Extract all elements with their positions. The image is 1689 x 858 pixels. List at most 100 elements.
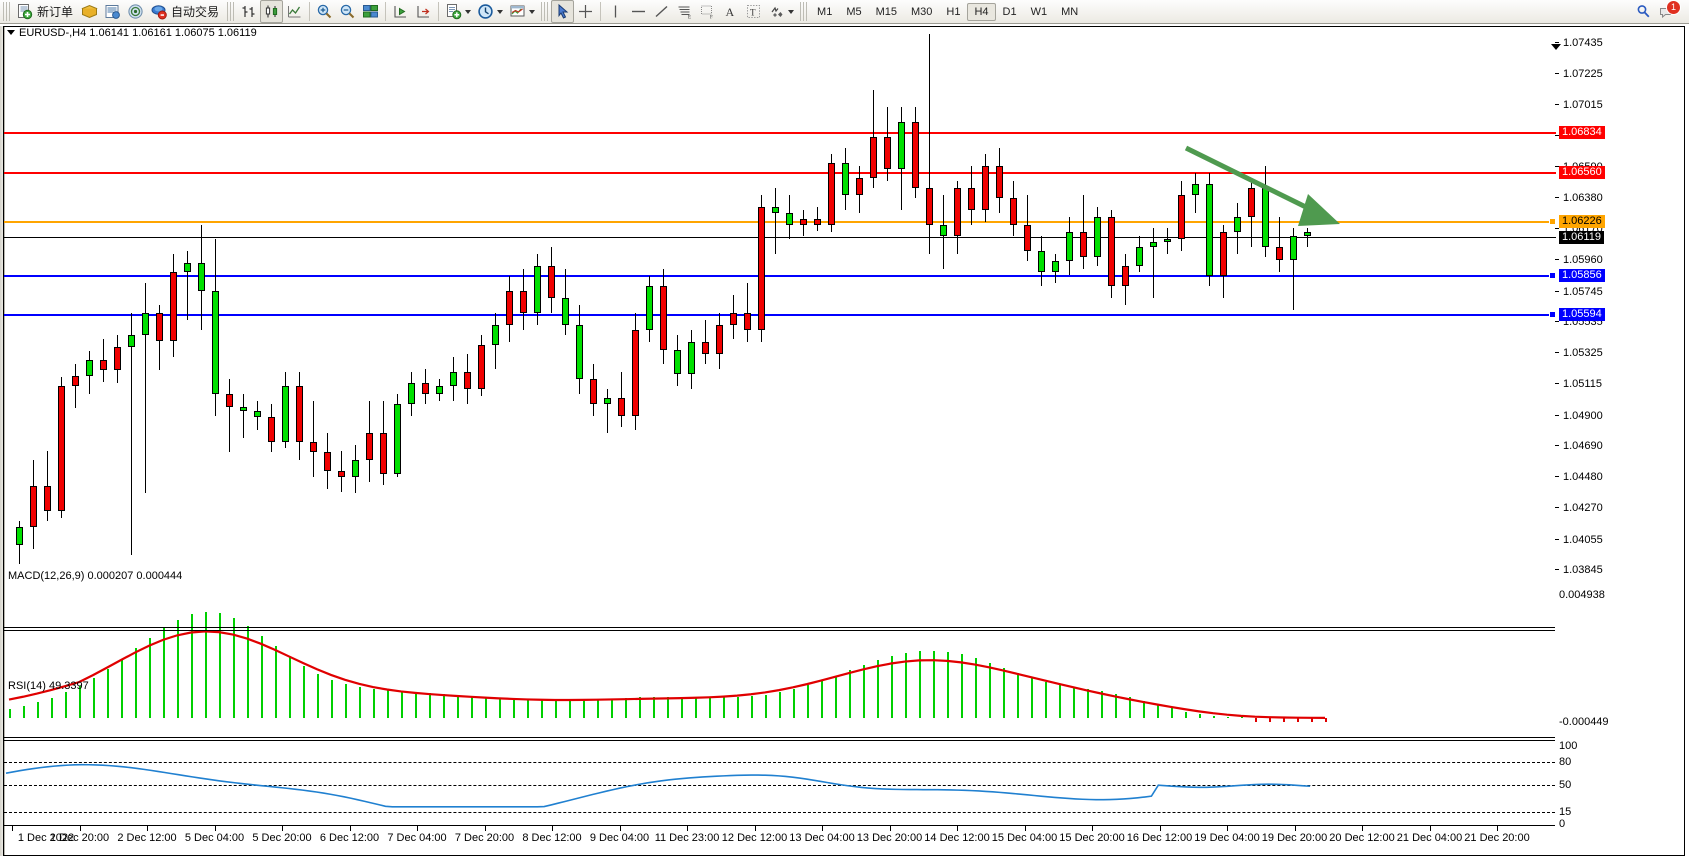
cursor-button[interactable]	[551, 0, 575, 23]
templates-button[interactable]	[506, 0, 538, 23]
symbol-dropdown-icon[interactable]	[7, 30, 15, 35]
level-line-resistance-1[interactable]	[4, 131, 1556, 134]
candle-body	[926, 188, 933, 225]
envelope-icon	[81, 4, 98, 19]
level-tag-resistance-2: 1.06560	[1559, 165, 1605, 179]
price-tick: 1.05115	[1555, 378, 1689, 390]
time-axis[interactable]: 1 Dec 2022 1 Dec 20:00 2 Dec 12:00 5 Dec 04…	[4, 826, 1555, 856]
candle-body	[464, 371, 471, 390]
text-label-button[interactable]: A	[719, 0, 742, 23]
macd-histogram-bar	[429, 692, 431, 718]
level-handle-support-1[interactable]	[1549, 272, 1556, 280]
timeframe-m5[interactable]: M5	[846, 5, 862, 18]
level-line-current-price[interactable]	[4, 236, 1556, 238]
horizontal-line-button[interactable]	[627, 0, 650, 23]
level-handle-entry-line[interactable]	[1549, 217, 1556, 225]
chevron-down-icon[interactable]	[529, 9, 536, 14]
crosshair-button[interactable]	[574, 0, 597, 23]
level-line-support-2[interactable]	[4, 313, 1556, 316]
timeframe-h1[interactable]: H1	[946, 5, 961, 18]
macd-title: MACD(12,26,9) 0.000207 0.000444	[8, 570, 183, 582]
macd-histogram-bar	[709, 697, 711, 718]
macd-histogram-bar	[653, 696, 655, 718]
fibonacci-icon: E	[678, 6, 691, 20]
time-tick	[822, 826, 823, 831]
macd-histogram-bar	[485, 696, 487, 718]
toolbar-grip[interactable]	[3, 2, 10, 21]
candle-body	[1206, 183, 1213, 277]
candle-body	[968, 188, 975, 211]
toolbar-grip-4[interactable]	[800, 2, 808, 21]
alerts-button[interactable]: 1	[1655, 0, 1683, 23]
chart-shift-button[interactable]	[412, 0, 435, 23]
zoom-in-button[interactable]	[313, 0, 336, 23]
timeframe-m1[interactable]: M1	[817, 5, 833, 18]
candlestick-chart-button[interactable]	[260, 0, 284, 23]
shapes-icon	[771, 6, 783, 17]
news-button[interactable]	[101, 0, 124, 23]
candle-body	[44, 486, 51, 511]
level-tag-support-1: 1.05856	[1559, 269, 1605, 283]
main-toolbar: 新订单 自动交易	[0, 0, 1689, 24]
trend-line-button[interactable]	[650, 0, 673, 23]
toolbar-grip-2[interactable]	[227, 2, 235, 21]
signals-button[interactable]	[124, 0, 147, 23]
macd-histogram-bar	[233, 618, 235, 718]
trend-line-icon	[655, 5, 668, 18]
toolbar-grip-3[interactable]	[541, 2, 549, 21]
chevron-down-icon[interactable]	[465, 9, 472, 14]
time-axis-label: 5 Dec 20:00	[252, 832, 312, 844]
candle-body	[436, 386, 443, 394]
candle-body	[1192, 183, 1199, 196]
indicators-button[interactable]	[442, 0, 474, 23]
chevron-down-icon[interactable]	[497, 9, 504, 14]
timeframe-m15[interactable]: M15	[875, 5, 897, 18]
time-tick	[957, 826, 958, 831]
candle-body	[1024, 224, 1031, 252]
fibonacci-button[interactable]: E	[673, 0, 696, 23]
zoom-out-button[interactable]	[336, 0, 359, 23]
macd-pane-divider-top2	[4, 630, 1555, 631]
chevron-down-icon[interactable]	[788, 9, 795, 14]
shapes-button[interactable]	[765, 0, 797, 23]
channel-button[interactable]: F	[696, 0, 719, 23]
level-handle-support-2[interactable]	[1549, 310, 1556, 318]
timeframe-d1[interactable]: D1	[1002, 5, 1017, 18]
timeframe-h4[interactable]: H4	[967, 2, 996, 21]
macd-histogram-bar	[1073, 687, 1075, 718]
chart-scroll-column[interactable]	[0, 26, 5, 856]
timeframe-w1[interactable]: W1	[1030, 5, 1048, 18]
candle-wick	[817, 207, 818, 231]
vertical-line-button[interactable]	[604, 0, 627, 23]
candle-body	[660, 286, 667, 350]
time-axis-label: 1 Dec 2022	[17, 832, 75, 844]
auto-trading-button[interactable]: 自动交易	[147, 0, 224, 23]
period-button[interactable]	[474, 0, 506, 23]
macd-histogram-bar	[723, 697, 725, 718]
candle-body	[940, 224, 947, 237]
new-order-button[interactable]: 新订单	[13, 0, 78, 23]
price-tick: 1.07015	[1555, 99, 1689, 111]
bar-chart-button[interactable]	[237, 0, 260, 23]
macd-histogram-bar	[583, 699, 585, 718]
candle-wick	[187, 251, 188, 321]
text-box-button[interactable]: T	[742, 0, 765, 23]
timeframe-mn[interactable]: MN	[1061, 5, 1079, 18]
level-line-resistance-2[interactable]	[4, 171, 1556, 174]
mailbox-button[interactable]	[78, 0, 101, 23]
candle-body	[282, 386, 289, 442]
macd-histogram-bar	[1185, 711, 1187, 718]
macd-pane-divider-top	[4, 627, 1555, 628]
rsi-axis-label: 100	[1559, 740, 1578, 752]
timeframe-m30[interactable]: M30	[911, 5, 933, 18]
search-button[interactable]	[1632, 0, 1655, 23]
line-chart-button[interactable]	[283, 0, 306, 23]
level-line-entry-line[interactable]	[4, 220, 1556, 223]
chart-area[interactable]: EURUSD-,H4 1.06141 1.06161 1.06075 1.061…	[0, 24, 1689, 858]
tile-windows-button[interactable]	[359, 0, 382, 23]
chart-menu-icon[interactable]	[1551, 44, 1561, 50]
auto-scroll-button[interactable]	[389, 0, 412, 23]
macd-histogram-bar	[1283, 718, 1285, 722]
level-line-support-1[interactable]	[4, 275, 1556, 278]
candle-body	[688, 342, 695, 375]
